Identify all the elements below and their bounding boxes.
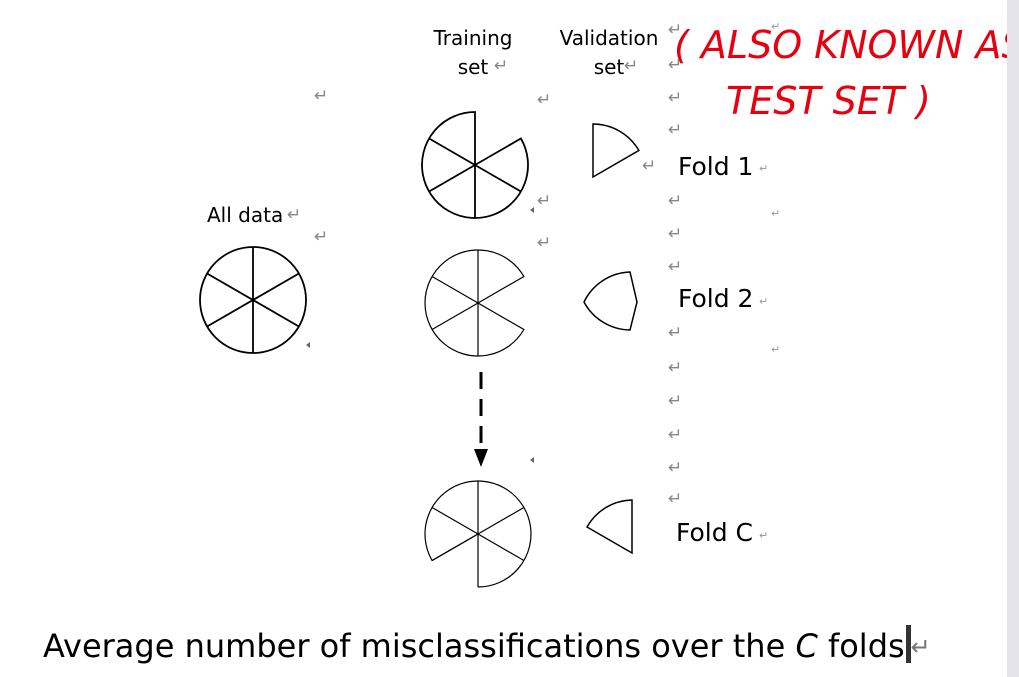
return-mark: ↵: [537, 233, 552, 253]
return-mark: ↵: [624, 56, 639, 76]
return-mark: ↵: [668, 489, 683, 509]
return-mark: ↵: [759, 295, 769, 308]
anchor-marker: [530, 207, 534, 213]
return-mark: ↵: [668, 257, 683, 277]
fold-c-validation-slice: [585, 499, 633, 555]
return-mark: ↵: [771, 20, 781, 33]
caption-text-end: folds: [817, 627, 905, 665]
return-mark: ↵: [668, 458, 683, 478]
return-mark: ↵: [759, 162, 769, 175]
fold-1-label: Fold 1: [678, 152, 754, 181]
return-mark: ↵: [668, 191, 683, 211]
caption-text: Average number of misclassifications ove…: [43, 627, 796, 665]
return-mark: ↵: [910, 633, 931, 661]
caption-variable: C: [795, 627, 818, 665]
return-mark: ↵: [537, 191, 552, 211]
return-mark: ↵: [314, 86, 329, 106]
return-mark: ↵: [668, 358, 683, 378]
training-set-label: Training set: [433, 26, 513, 79]
fold-2-label: Fold 2: [678, 284, 754, 313]
return-mark: ↵: [668, 55, 683, 75]
continuation-arrow: [474, 372, 488, 467]
fold-2-training-pie: [424, 249, 525, 357]
return-mark: ↵: [642, 156, 657, 176]
return-mark: ↵: [668, 425, 683, 445]
vertical-scrollbar[interactable]: [1007, 0, 1019, 677]
return-mark: ↵: [668, 88, 683, 108]
return-mark: ↵: [494, 56, 509, 76]
return-mark: ↵: [668, 20, 683, 40]
all-data-label: All data: [207, 203, 284, 227]
return-mark: ↵: [537, 90, 552, 110]
fold-c-label: Fold C: [676, 518, 754, 547]
fold-2-validation-slice: [583, 271, 638, 331]
return-mark: ↵: [668, 120, 683, 140]
return-mark: ↵: [668, 391, 683, 411]
text-cursor: [905, 625, 911, 663]
all-data-pie: [199, 246, 307, 354]
anchor-marker: [530, 457, 534, 463]
fold-1-validation-slice: [592, 123, 640, 179]
validation-set-label: Validation set: [559, 26, 659, 79]
handwritten-annotation: ( ALSO KNOWN AS TEST SET ): [674, 23, 1013, 123]
fold-c-training-pie: [424, 480, 532, 588]
return-mark: ↵: [668, 323, 683, 343]
return-mark: ↵: [314, 227, 329, 247]
return-mark: ↵: [287, 205, 302, 225]
return-mark: ↵: [668, 224, 683, 244]
fold-1-training-pie: [421, 111, 529, 219]
annotation-line-2: TEST SET ): [726, 79, 931, 123]
return-mark: ↵: [771, 343, 781, 356]
return-mark: ↵: [759, 529, 769, 542]
anchor-marker: [306, 342, 310, 348]
annotation-line-1: ( ALSO KNOWN AS: [674, 23, 1013, 67]
caption-line: Average number of misclassifications ove…: [43, 624, 931, 669]
return-mark: ↵: [771, 207, 781, 220]
